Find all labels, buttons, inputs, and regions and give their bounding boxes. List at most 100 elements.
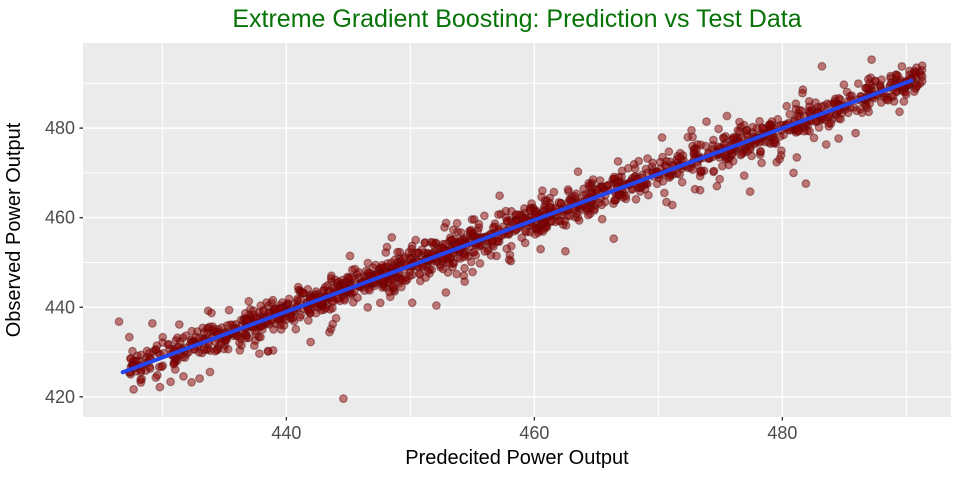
data-point bbox=[331, 275, 341, 285]
data-point bbox=[268, 295, 278, 305]
data-point bbox=[717, 161, 727, 171]
data-point bbox=[242, 315, 252, 325]
data-point bbox=[480, 247, 490, 256]
data-point bbox=[327, 297, 337, 307]
data-point bbox=[241, 333, 251, 343]
data-point bbox=[817, 102, 826, 112]
data-point bbox=[821, 140, 831, 149]
data-point bbox=[729, 132, 738, 142]
data-point bbox=[151, 345, 161, 354]
data-point bbox=[269, 325, 278, 334]
data-point bbox=[609, 172, 619, 182]
data-point bbox=[648, 158, 658, 168]
data-point bbox=[181, 331, 191, 341]
data-point bbox=[664, 173, 674, 183]
data-point bbox=[737, 149, 747, 159]
data-point bbox=[834, 93, 844, 103]
data-point bbox=[452, 269, 462, 279]
y-tick-label: 460 bbox=[45, 208, 75, 228]
data-point bbox=[517, 233, 527, 243]
data-point bbox=[195, 374, 205, 383]
x-axis-label: Predecited Power Output bbox=[405, 447, 629, 469]
data-point bbox=[801, 179, 811, 189]
data-point bbox=[739, 171, 749, 181]
data-point bbox=[256, 332, 265, 342]
data-point bbox=[782, 101, 792, 111]
data-point bbox=[573, 167, 583, 177]
data-point bbox=[219, 344, 229, 354]
data-point bbox=[581, 203, 591, 213]
data-point bbox=[172, 333, 182, 343]
data-point bbox=[502, 244, 512, 254]
data-point bbox=[210, 346, 220, 356]
data-point bbox=[480, 211, 489, 221]
y-tick-label: 480 bbox=[45, 118, 75, 138]
data-point bbox=[797, 106, 806, 116]
data-point bbox=[696, 166, 705, 176]
data-point bbox=[714, 124, 723, 134]
chart-title: Extreme Gradient Boosting: Prediction vs… bbox=[232, 5, 801, 33]
data-point bbox=[794, 126, 803, 136]
data-point bbox=[389, 282, 399, 292]
data-point bbox=[474, 219, 484, 229]
data-point bbox=[675, 153, 685, 163]
data-point bbox=[597, 214, 607, 224]
data-point bbox=[222, 335, 232, 345]
data-point bbox=[363, 268, 373, 277]
data-point bbox=[592, 184, 602, 194]
data-point bbox=[775, 154, 784, 164]
data-point bbox=[696, 140, 706, 150]
data-point bbox=[709, 135, 718, 145]
data-point bbox=[834, 134, 843, 143]
data-point bbox=[155, 382, 165, 392]
data-point bbox=[217, 323, 227, 332]
data-point bbox=[689, 148, 699, 158]
data-point bbox=[506, 256, 516, 266]
data-point bbox=[688, 165, 698, 175]
data-point bbox=[561, 246, 570, 256]
data-point bbox=[549, 187, 559, 197]
data-point bbox=[291, 324, 301, 334]
data-point bbox=[644, 190, 653, 200]
data-point bbox=[199, 345, 209, 355]
data-point bbox=[331, 313, 341, 323]
data-point bbox=[438, 264, 448, 274]
data-point bbox=[303, 305, 313, 315]
data-point bbox=[254, 349, 264, 359]
data-point bbox=[531, 223, 540, 233]
data-point bbox=[441, 288, 451, 297]
data-point bbox=[387, 232, 397, 242]
data-point bbox=[757, 123, 767, 132]
data-point bbox=[677, 177, 687, 187]
data-point bbox=[411, 235, 421, 245]
data-point bbox=[163, 340, 173, 350]
data-point bbox=[747, 151, 756, 161]
data-point bbox=[709, 166, 719, 176]
data-point bbox=[459, 252, 469, 262]
data-point bbox=[288, 313, 298, 323]
data-point bbox=[306, 337, 316, 347]
data-point bbox=[460, 263, 469, 273]
data-point bbox=[421, 273, 431, 283]
data-point bbox=[145, 364, 155, 374]
data-point bbox=[339, 394, 348, 404]
y-tick-label: 420 bbox=[45, 387, 75, 407]
data-point bbox=[381, 248, 391, 257]
data-point bbox=[588, 175, 598, 184]
data-point bbox=[735, 126, 744, 136]
data-point bbox=[574, 216, 584, 225]
data-point bbox=[441, 218, 451, 228]
data-point bbox=[321, 303, 331, 313]
data-point bbox=[538, 186, 547, 196]
data-point bbox=[178, 352, 188, 362]
data-point bbox=[545, 202, 555, 212]
data-point bbox=[368, 263, 378, 272]
data-point bbox=[712, 181, 722, 191]
data-point bbox=[912, 82, 921, 92]
data-point bbox=[856, 104, 865, 114]
data-point bbox=[877, 75, 886, 85]
data-point bbox=[448, 225, 458, 235]
data-point bbox=[566, 195, 575, 205]
data-point bbox=[563, 185, 573, 194]
data-point bbox=[895, 107, 904, 117]
